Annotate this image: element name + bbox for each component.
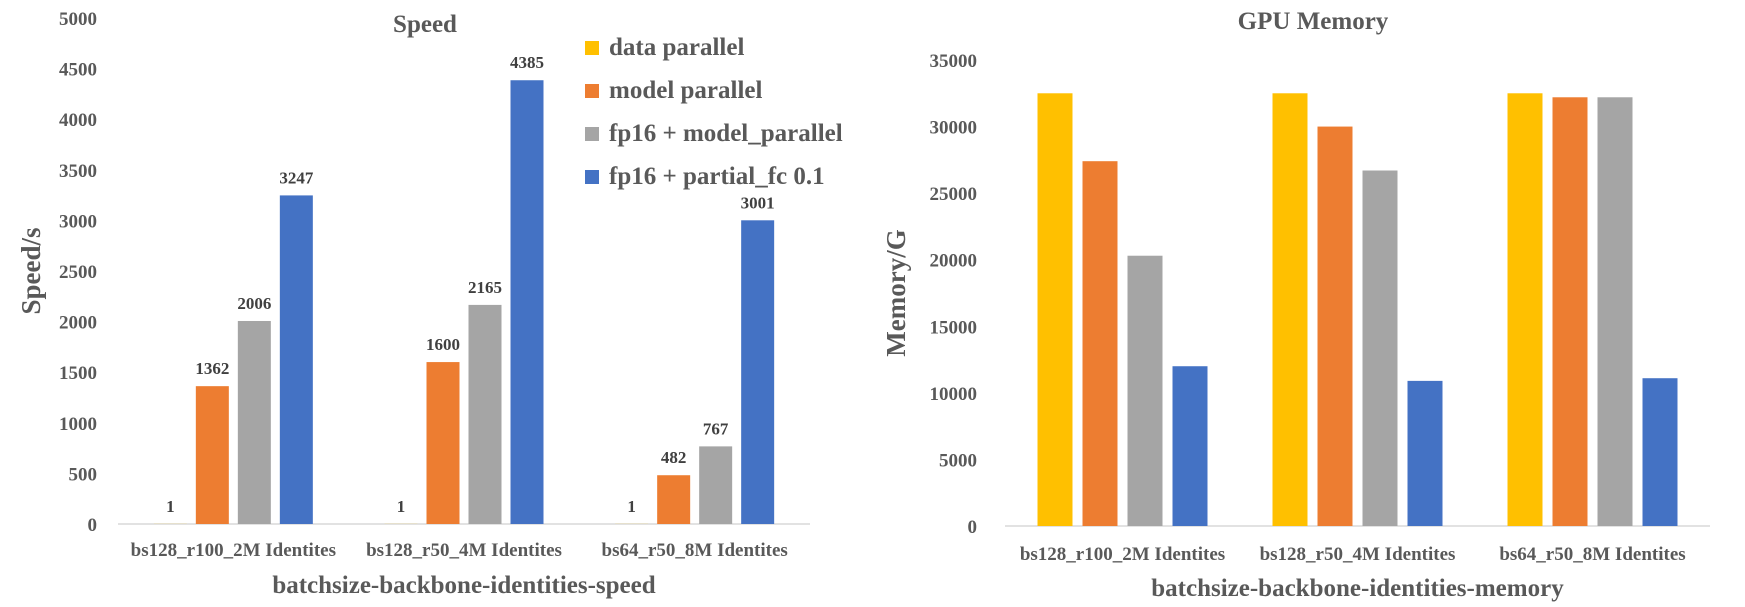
c1-category-label: bs128_r100_2M Identites: [131, 540, 336, 561]
c1-bar: [657, 475, 691, 524]
c2-title: GPU Memory: [1238, 8, 1389, 35]
legend-item: fp16 + model_parallel: [585, 112, 843, 155]
c1-title: Speed: [393, 11, 457, 38]
c1-data-label: 1: [397, 497, 406, 516]
legend-item: data parallel: [585, 26, 843, 69]
c2-ytick-label: 15000: [930, 317, 978, 338]
c1-data-label: 1: [627, 497, 636, 516]
c2-ytick-label: 25000: [930, 184, 978, 205]
legend-item: model parallel: [585, 69, 843, 112]
c1-data-label: 3001: [741, 193, 775, 212]
c2-bar: [1362, 170, 1398, 526]
c1-ytick-label: 2500: [59, 262, 97, 283]
c1-category-label: bs128_r50_4M Identites: [366, 540, 562, 561]
legend-swatch: [585, 126, 599, 141]
c1-data-label: 1600: [426, 335, 460, 354]
c2-bar: [1642, 378, 1678, 526]
c1-ytick-label: 5000: [59, 9, 97, 30]
c1-ytick-label: 3000: [59, 211, 97, 232]
chart-legend: data parallel model parallel fp16 + model_…: [585, 26, 843, 198]
c1-ytick-label: 1500: [59, 363, 97, 384]
legend-swatch: [585, 40, 599, 55]
c2-bar: [1082, 161, 1118, 526]
c1-data-label: 767: [703, 419, 729, 438]
c1-category-label: bs64_r50_8M Identites: [602, 540, 788, 561]
c1-ytick-label: 0: [88, 515, 98, 536]
c1-y-axis-title: Speed/s: [16, 227, 46, 314]
legend-label: fp16 + model_parallel: [609, 119, 843, 147]
c1-data-label: 4385: [510, 53, 544, 72]
c1-ytick-label: 2000: [59, 313, 97, 334]
c1-data-label: 1: [166, 497, 175, 516]
c2-ytick-label: 30000: [930, 118, 978, 139]
c2-category-label: bs128_r50_4M Identites: [1260, 544, 1456, 565]
c2-bar: [1127, 255, 1163, 526]
c1-bar: [237, 320, 271, 524]
c1-bar: [468, 304, 502, 524]
c2-y-axis-title: Memory/G: [881, 229, 911, 356]
c2-bar: [1272, 93, 1308, 527]
c2-bar: [1552, 97, 1588, 526]
c1-x-axis-title: batchsize-backbone-identities-speed: [272, 572, 655, 599]
c2-category-label: bs128_r100_2M Identites: [1020, 544, 1225, 565]
c2-bar: [1407, 380, 1443, 526]
c1-ytick-label: 3500: [59, 161, 97, 182]
c1-ytick-label: 4000: [59, 110, 97, 131]
c1-bar: [195, 386, 229, 524]
c1-data-label: 1362: [195, 359, 229, 378]
c1-bar: [510, 80, 544, 524]
c1-data-label: 3247: [279, 168, 314, 187]
c2-category-label: bs64_r50_8M Identites: [1499, 544, 1685, 565]
c2-ytick-label: 5000: [939, 450, 977, 471]
legend-item: fp16 + partial_fc 0.1: [585, 155, 843, 198]
c1-bar: [741, 220, 775, 524]
c2-ytick-label: 20000: [930, 251, 978, 272]
c1-data-label: 2165: [468, 278, 502, 297]
c1-data-label: 2006: [237, 294, 271, 313]
legend-label: fp16 + partial_fc 0.1: [609, 162, 825, 190]
c2-ytick-label: 10000: [930, 384, 978, 405]
c2-ytick-label: 0: [968, 517, 978, 538]
legend-label: data parallel: [609, 33, 745, 61]
c2-bar: [1507, 93, 1543, 527]
c2-bar: [1597, 97, 1633, 526]
c1-bar: [426, 362, 460, 524]
c2-x-axis-title: batchsize-backbone-identities-memory: [1151, 575, 1564, 602]
c1-ytick-label: 1000: [59, 414, 97, 435]
c1-bar: [699, 446, 733, 524]
legend-swatch: [585, 169, 599, 184]
c1-ytick-label: 4500: [59, 60, 97, 81]
c1-bar: [279, 195, 313, 524]
c2-bar: [1172, 366, 1208, 526]
legend-label: model parallel: [609, 76, 763, 104]
c2-ytick-label: 35000: [930, 51, 978, 72]
c1-ytick-label: 500: [69, 464, 98, 485]
c1-data-label: 482: [661, 448, 687, 467]
c2-bar: [1317, 126, 1353, 527]
c2-bar: [1037, 93, 1073, 527]
legend-swatch: [585, 83, 599, 98]
